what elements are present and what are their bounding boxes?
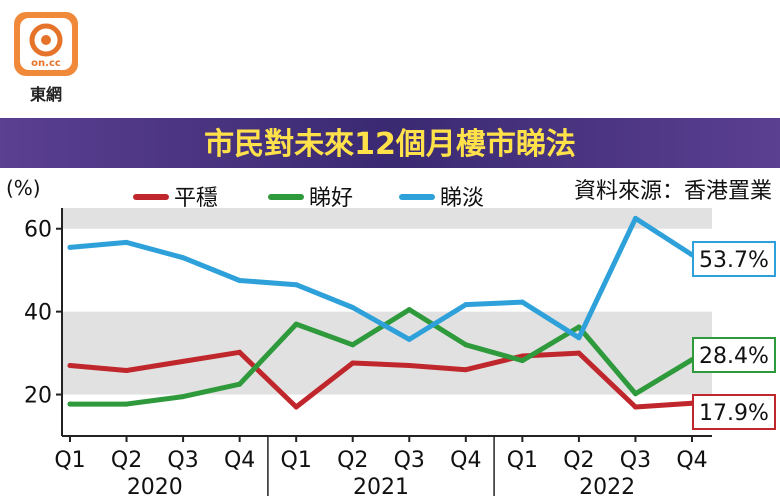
data-point (237, 278, 243, 284)
legend-label: 睇淡 (440, 186, 484, 211)
y-tick-label: 20 (24, 384, 52, 409)
data-point (67, 363, 73, 369)
x-tick-label: Q3 (394, 448, 425, 473)
logo-text: on.cc (31, 58, 61, 69)
data-point (180, 358, 186, 364)
year-label: 2020 (127, 475, 183, 500)
data-point (237, 381, 243, 387)
x-tick-label: Q1 (507, 448, 538, 473)
source-label: 資料來源：香港置業 (574, 179, 772, 204)
data-point (406, 336, 412, 342)
end-label-box (692, 241, 776, 277)
y-axis-unit: (%) (6, 176, 41, 200)
series-line-0 (67, 349, 695, 410)
data-point (350, 304, 356, 310)
brand-name: 東網 (30, 85, 62, 104)
series-line-2 (67, 215, 695, 342)
legend-label: 睇好 (309, 186, 353, 211)
end-label: 53.7% (699, 248, 769, 273)
oncc-logo: on.cc (14, 12, 78, 76)
end-label-box (692, 337, 776, 373)
grid-band (62, 208, 712, 229)
x-tick-label: Q1 (281, 448, 312, 473)
data-point (519, 358, 525, 364)
chart-title: 市民對未來12個月樓市睇法 (204, 127, 576, 162)
data-point (576, 350, 582, 356)
data-point (463, 302, 469, 308)
data-point (463, 342, 469, 348)
series-line-1 (67, 307, 695, 407)
x-tick-label: Q3 (620, 448, 651, 473)
data-point (67, 244, 73, 250)
x-tick-label: Q2 (563, 448, 594, 473)
data-point (293, 404, 299, 410)
x-tick-label: Q1 (54, 448, 85, 473)
x-tick-label: Q2 (337, 448, 368, 473)
x-tick-label: Q2 (111, 448, 142, 473)
data-point (124, 401, 130, 407)
data-point (237, 349, 243, 355)
data-point (293, 321, 299, 327)
data-point (350, 360, 356, 366)
x-tick-label: Q4 (224, 448, 255, 473)
data-point (67, 401, 73, 407)
data-point (632, 391, 638, 397)
data-point (632, 404, 638, 410)
x-tick-label: Q4 (450, 448, 481, 473)
data-point (519, 299, 525, 305)
x-tick-label: Q4 (676, 448, 707, 473)
title-banner (0, 118, 780, 168)
data-point (632, 215, 638, 221)
data-point (576, 324, 582, 330)
data-point (180, 394, 186, 400)
end-label-box (692, 394, 776, 430)
end-label: 28.4% (699, 344, 769, 369)
data-point (293, 282, 299, 288)
data-point (463, 367, 469, 373)
end-label: 17.9% (699, 401, 769, 426)
y-tick-label: 60 (24, 218, 52, 243)
data-point (406, 363, 412, 369)
y-tick-label: 40 (24, 301, 52, 326)
data-point (406, 307, 412, 313)
x-tick-label: Q3 (167, 448, 198, 473)
data-point (124, 368, 130, 374)
data-point (180, 255, 186, 261)
year-label: 2021 (353, 475, 409, 500)
data-point (576, 335, 582, 341)
data-point (124, 239, 130, 245)
legend-label: 平穩 (174, 186, 218, 211)
year-label: 2022 (579, 475, 635, 500)
data-point (350, 342, 356, 348)
